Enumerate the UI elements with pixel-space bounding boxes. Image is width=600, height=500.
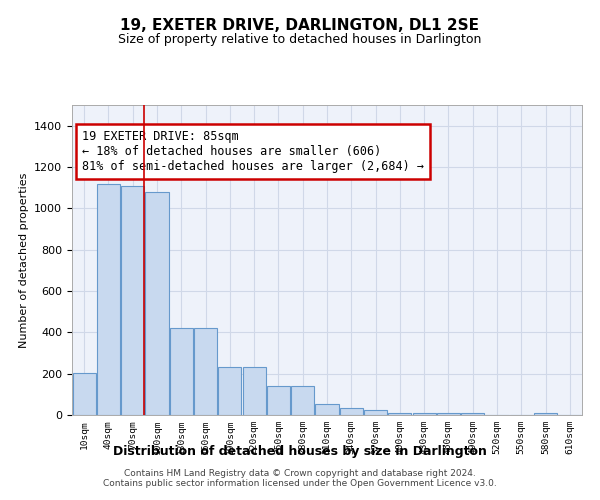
- Y-axis label: Number of detached properties: Number of detached properties: [19, 172, 29, 348]
- Bar: [413, 413, 436, 415]
- Bar: [121, 186, 144, 415]
- Text: 19 EXETER DRIVE: 85sqm
← 18% of detached houses are smaller (606)
81% of semi-de: 19 EXETER DRIVE: 85sqm ← 18% of detached…: [82, 130, 424, 173]
- Bar: [364, 410, 387, 415]
- Text: 19, EXETER DRIVE, DARLINGTON, DL1 2SE: 19, EXETER DRIVE, DARLINGTON, DL1 2SE: [121, 18, 479, 32]
- Bar: [194, 328, 217, 415]
- Bar: [437, 413, 460, 415]
- Bar: [170, 328, 193, 415]
- Bar: [316, 404, 338, 415]
- Bar: [461, 413, 484, 415]
- Bar: [218, 368, 241, 415]
- Bar: [97, 184, 120, 415]
- Bar: [242, 368, 266, 415]
- Text: Contains HM Land Registry data © Crown copyright and database right 2024.: Contains HM Land Registry data © Crown c…: [124, 468, 476, 477]
- Text: Size of property relative to detached houses in Darlington: Size of property relative to detached ho…: [118, 32, 482, 46]
- Bar: [291, 386, 314, 415]
- Bar: [340, 408, 363, 415]
- Bar: [534, 413, 557, 415]
- Text: Distribution of detached houses by size in Darlington: Distribution of detached houses by size …: [113, 445, 487, 458]
- Bar: [388, 413, 412, 415]
- Text: Contains public sector information licensed under the Open Government Licence v3: Contains public sector information licen…: [103, 478, 497, 488]
- Bar: [73, 372, 95, 415]
- Bar: [145, 192, 169, 415]
- Bar: [267, 386, 290, 415]
